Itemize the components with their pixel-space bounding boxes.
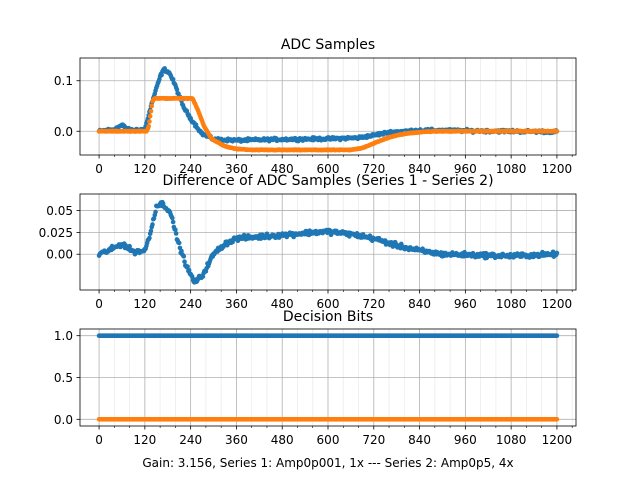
x-tick-label: 120: [133, 297, 156, 311]
y-tick-label: 1.0: [54, 329, 73, 343]
x-tick-label: 1080: [496, 162, 527, 176]
x-tick-label: 240: [179, 433, 202, 447]
x-tick-label: 1080: [496, 433, 527, 447]
x-tick-label: 480: [271, 297, 294, 311]
data-point: [147, 235, 152, 241]
x-tick-label: 1200: [542, 433, 573, 447]
data-point: [151, 216, 157, 221]
data-point: [153, 209, 158, 215]
x-tick-label: 600: [317, 433, 340, 447]
x-tick-label: 840: [408, 297, 431, 311]
data-point: [148, 108, 154, 114]
x-tick-label: 1200: [542, 297, 573, 311]
x-tick-label: 600: [317, 162, 340, 176]
data-point: [185, 264, 190, 269]
x-tick-label: 1200: [542, 162, 573, 176]
x-tick-label: 480: [271, 162, 294, 176]
x-tick-label: 0: [95, 297, 103, 311]
x-tick-label: 960: [454, 297, 477, 311]
series-series-2: [96, 417, 560, 422]
x-tick-label: 960: [454, 162, 477, 176]
subplot-1: 0 120 240 360 480 600 720 840 960 1080 12000.00.1 …: [54, 37, 577, 176]
data-point: [147, 113, 153, 119]
data-point: [176, 240, 182, 246]
x-tick-label: 240: [179, 162, 202, 176]
data-point: [554, 417, 560, 422]
x-tick-label: 120: [133, 162, 156, 176]
x-tick-label: 1080: [496, 297, 527, 311]
data-point: [179, 248, 184, 254]
data-point: [149, 103, 155, 109]
y-tick-label: 0.5: [54, 371, 73, 385]
plot-title-2: Difference of ADC Samples (Series 1 - Se…: [162, 173, 493, 189]
series-series-1-series-2: [96, 199, 560, 285]
data-point: [182, 259, 187, 264]
x-tick-label: 840: [408, 162, 431, 176]
series-series-2: [96, 95, 560, 153]
data-point: [170, 215, 175, 221]
y-tick-label: 0.0: [54, 125, 73, 139]
x-tick-label: 720: [362, 297, 385, 311]
x-tick-label: 0: [95, 162, 103, 176]
x-axis-label: Gain: 3.156, Series 1: Amp0p001, 1x --- …: [142, 456, 513, 470]
x-tick-label: 360: [225, 162, 248, 176]
data-point: [173, 231, 179, 236]
y-tick-label: 0.1: [54, 74, 73, 88]
subplot-2: 0 120 240 360 480 600 720 840 960 1080 1200 0.00 0.0…: [39, 173, 577, 311]
data-point: [174, 87, 180, 92]
y-tick-label: 0.05: [46, 204, 73, 218]
data-point: [170, 219, 176, 225]
data-point: [147, 119, 152, 124]
data-point: [554, 333, 560, 338]
x-tick-label: 600: [317, 297, 340, 311]
data-point: [554, 128, 560, 134]
x-tick-label: 120: [133, 433, 156, 447]
x-tick-label: 360: [225, 297, 248, 311]
data-point: [554, 250, 560, 256]
data-point: [159, 72, 164, 78]
subplot-3: 0 120 240 360 480 600 720 840 960 1080 1200 0.0 0.5 1…: [54, 309, 577, 447]
series-series-1: [96, 333, 560, 338]
data-point: [127, 243, 132, 249]
data-point: [181, 254, 187, 259]
plot-title-3: Decision Bits: [283, 309, 373, 325]
data-point: [189, 274, 195, 279]
y-tick-label: 0.025: [39, 226, 73, 240]
x-tick-label: 720: [362, 433, 385, 447]
x-tick-label: 720: [362, 162, 385, 176]
plot-title-1: ADC Samples: [281, 37, 375, 53]
x-tick-label: 0: [95, 433, 103, 447]
data-point: [148, 228, 154, 234]
x-tick-label: 840: [408, 433, 431, 447]
data-point: [150, 222, 155, 227]
y-tick-label: 0.0: [54, 413, 73, 427]
data-point: [200, 274, 206, 279]
data-point: [173, 227, 178, 233]
data-point: [170, 76, 176, 82]
data-point: [146, 123, 151, 129]
y-tick-label: 0.00: [46, 248, 73, 262]
x-tick-label: 240: [179, 297, 202, 311]
x-tick-label: 360: [225, 433, 248, 447]
x-tick-label: 960: [454, 433, 477, 447]
x-tick-label: 480: [271, 433, 294, 447]
